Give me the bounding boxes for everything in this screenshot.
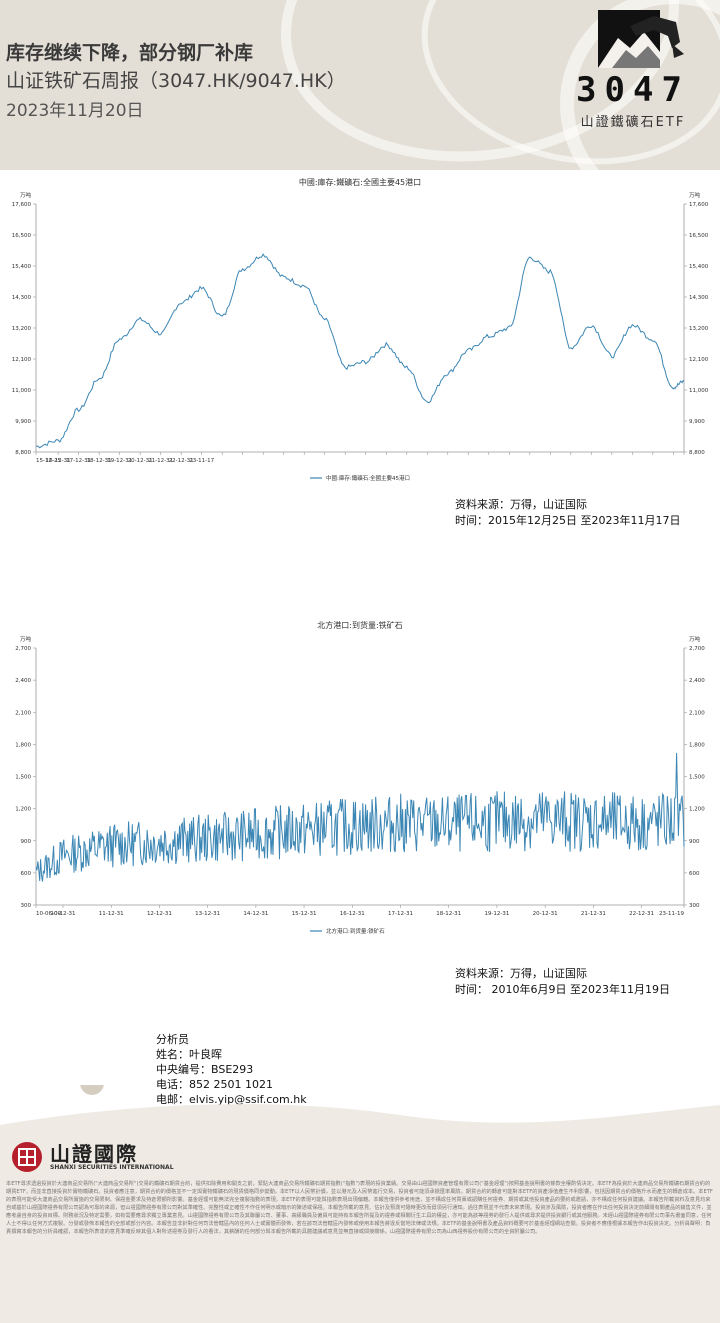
source-block-2: 资料来源：万得，山证国际 时间： 2010年6月9日 至2023年11月19日 (455, 966, 670, 998)
y-tick-label: 12,100 (689, 357, 709, 363)
y-tick-label: 1,200 (689, 807, 705, 813)
y-tick-label: 15,400 (12, 264, 32, 270)
y-tick-label: 16,500 (12, 233, 32, 239)
analyst-role: 分析员 (156, 1033, 189, 1046)
y-tick-label: 17,600 (689, 202, 709, 208)
y-tick-label: 2,100 (15, 710, 31, 716)
x-tick-label: 13-12-31 (195, 911, 220, 917)
y-tick-label: 9,900 (689, 419, 705, 425)
analyst-phone: 电话：852 2501 1021 (156, 1078, 273, 1091)
y-tick-label: 8,800 (689, 450, 705, 456)
x-tick-label: 17-12-31 (66, 458, 91, 464)
y-tick-label: 8,800 (15, 450, 31, 456)
company-logo: 山證國際 SHANXI SECURITIES INTERNATIONAL (10, 1138, 210, 1178)
x-tick-label: 21-12-31 (148, 458, 173, 464)
y-tick-label: 2,400 (15, 678, 31, 684)
legend-label: 中國:庫存:鐵礦石:全國主要45港口 (326, 474, 410, 482)
etf-code: 3047 (576, 70, 690, 110)
y-tick-label: 2,700 (689, 646, 705, 652)
y-tick-label: 13,200 (689, 326, 709, 332)
company-emblem-icon (12, 1142, 42, 1172)
y-unit-right: 万吨 (689, 191, 701, 199)
analyst-email[interactable]: 电邮：elvis.yip@ssif.com.hk (156, 1093, 307, 1106)
x-tick-label: 10-06-09 (36, 911, 61, 917)
disclaimer-text: 本ETF尋求透過投資於大連商品交易所("大連商品交易所")交易的鐵礦石期貨合約，… (6, 1181, 713, 1235)
company-name: 山證國際 (50, 1142, 138, 1166)
y-tick-label: 14,300 (12, 295, 32, 301)
x-tick-label: 23-11-17 (189, 458, 214, 464)
analyst-block: 分析员 姓名：叶良晖 中央编号：BSE293 电话：852 2501 1021 … (156, 1032, 307, 1107)
x-tick-label: 23-11-19 (659, 911, 684, 917)
x-tick-label: 18-12-31 (436, 911, 461, 917)
y-tick-label: 1,800 (689, 742, 705, 748)
source-block-1: 资料来源：万得，山证国际 时间：2015年12月25日 至2023年11月17日 (455, 497, 680, 529)
y-tick-label: 1,500 (15, 775, 31, 781)
x-tick-label: 10-12-31 (51, 911, 76, 917)
y-tick-label: 2,400 (689, 678, 705, 684)
y-tick-label: 15,400 (689, 264, 709, 270)
y-tick-label: 12,100 (12, 357, 32, 363)
y-tick-label: 600 (689, 871, 700, 877)
x-tick-label: 22-12-31 (169, 458, 194, 464)
y-tick-label: 1,800 (15, 742, 31, 748)
x-tick-label: 20-12-31 (128, 458, 153, 464)
x-tick-label: 15-12-25 (36, 458, 61, 464)
y-unit-right: 万吨 (689, 635, 701, 643)
y-tick-label: 11,000 (689, 388, 709, 394)
etf-name: 山證鐵礦石ETF (580, 115, 686, 130)
x-tick-label: 22-12-31 (629, 911, 654, 917)
x-tick-label: 16-12-31 (46, 458, 71, 464)
analyst-id: 中央编号：BSE293 (156, 1063, 254, 1076)
y-tick-label: 300 (21, 903, 32, 909)
report-subtitle: 山证铁矿石周报（3047.HK/9047.HK） (6, 70, 346, 92)
y-tick-label: 1,500 (689, 775, 705, 781)
x-tick-label: 14-12-31 (243, 911, 268, 917)
source-period: 时间： 2010年6月9日 至2023年11月19日 (455, 983, 670, 996)
excavator-icon (598, 10, 684, 68)
y-tick-label: 300 (689, 903, 700, 909)
y-unit-left: 万吨 (20, 635, 32, 643)
y-tick-label: 2,700 (15, 646, 31, 652)
chart-title: 北方港口:到货量:铁矿石 (317, 621, 403, 630)
x-tick-label: 21-12-31 (581, 911, 606, 917)
series-line (35, 752, 685, 882)
legend-label: 北方港口:到货量:铁矿石 (326, 927, 385, 935)
y-tick-label: 600 (21, 871, 32, 877)
y-unit-left: 万吨 (20, 191, 32, 199)
x-tick-label: 19-12-31 (484, 911, 509, 917)
x-tick-label: 17-12-31 (388, 911, 413, 917)
analyst-name: 姓名：叶良晖 (156, 1048, 222, 1061)
source-period: 时间：2015年12月25日 至2023年11月17日 (455, 514, 681, 527)
footer-background (0, 1085, 720, 1323)
y-tick-label: 13,200 (12, 326, 32, 332)
x-tick-label: 12-12-31 (147, 911, 172, 917)
y-tick-label: 1,200 (15, 807, 31, 813)
y-tick-label: 16,500 (689, 233, 709, 239)
etf-logo: 3047 山證鐵礦石ETF (568, 8, 698, 130)
chart-arrivals: 北方港口:到货量:铁矿石 300 300 600 600 900 900 1,200 1,20… (0, 615, 720, 935)
source-label: 资料来源：万得，山证国际 (455, 967, 587, 980)
x-tick-label: 16-12-31 (340, 911, 365, 917)
chart-inventory: 中國:庫存:鐵礦石:全國主要45港口 8,800 8,800 9,900 9,900 1… (0, 172, 720, 482)
report-date: 2023年11月20日 (6, 101, 144, 121)
source-label: 资料来源：万得，山证国际 (455, 498, 587, 511)
y-tick-label: 2,100 (689, 710, 705, 716)
y-tick-label: 900 (21, 839, 32, 845)
x-tick-label: 18-12-31 (87, 458, 112, 464)
x-tick-label: 19-12-31 (107, 458, 132, 464)
chart-title: 中國:庫存:鐵礦石:全國主要45港口 (298, 178, 422, 187)
chart-inventory-svg: 8,800 8,800 9,900 9,900 11,000 11,000 12,100 12… (12, 191, 709, 482)
report-title: 库存继续下降，部分钢厂补库 (6, 42, 254, 64)
x-tick-label: 15-12-31 (292, 911, 317, 917)
x-tick-label: 11-12-31 (99, 911, 124, 917)
company-name-en: SHANXI SECURITIES INTERNATIONAL (50, 1164, 174, 1171)
x-tick-label: 20-12-31 (533, 911, 558, 917)
y-tick-label: 11,000 (12, 388, 32, 394)
y-tick-label: 900 (689, 839, 700, 845)
series-line (35, 253, 685, 449)
y-tick-label: 9,900 (15, 419, 31, 425)
y-tick-label: 17,600 (12, 202, 32, 208)
chart-arrivals-svg: 300 300 600 600 900 900 1,200 1,200 1,500 1,500 1,… (15, 635, 705, 935)
y-tick-label: 14,300 (689, 295, 709, 301)
